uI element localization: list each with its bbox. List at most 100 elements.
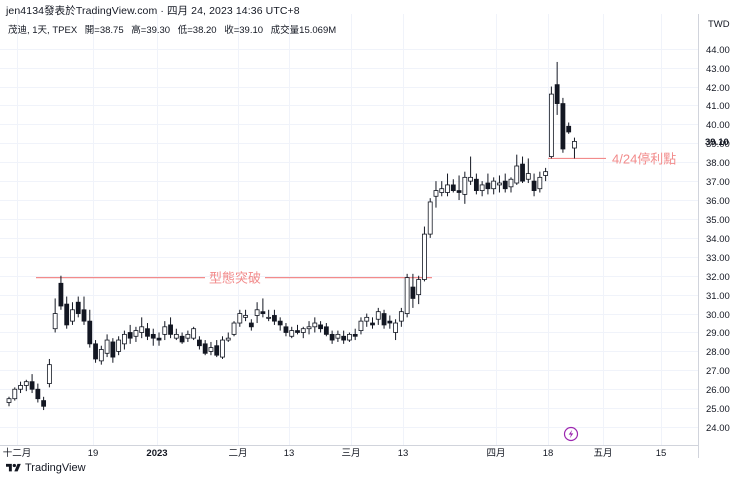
candle-up [433,190,439,197]
candle-down [450,184,456,191]
publish-header: jen4134發表於TradingView.com · 四月 24, 2023 … [6,5,300,17]
price-tick-label: 28.00 [706,347,730,358]
candle-up [548,93,554,157]
candle-down [35,388,41,400]
candle-up [335,333,341,339]
candle-up [468,176,474,182]
candle-up [398,311,404,322]
candle-up [312,322,318,328]
candle-down [93,343,98,360]
price-tick-label: 34.00 [706,234,730,245]
candle-up [537,176,543,190]
price-tick-label: 33.00 [706,253,730,264]
candle-up [439,188,445,193]
candle-down [110,341,116,358]
candle-up [375,311,381,320]
candle-up [543,171,549,176]
legend-symbol[interactable]: 茂迪, 1天, TPEX [8,25,78,36]
candle-down [341,335,347,341]
grid [0,14,698,445]
candle-down [156,337,162,341]
annotations: 型態突破 4/24停利點 [36,151,676,286]
candle-down [127,332,133,339]
candle-down [323,326,329,335]
ohlc-legend: 茂迪, 1天, TPEX 開=38.75 高=39.30 低=38.20 收=3… [8,22,341,36]
candle-up [23,381,29,386]
candle-up [162,326,168,335]
candle-down [272,315,277,322]
price-axis[interactable]: 24.00 25.00 26.00 27.00 28.00 29.00 30.00 31.00… [706,45,730,434]
candle-up [572,141,577,149]
candle-up [393,322,398,333]
candle-down [554,84,560,104]
candle-up [491,180,497,190]
candle-up [306,326,312,330]
time-tick-label: 18 [543,448,554,459]
breakout-label: 型態突破 [209,271,261,286]
candle-down [75,301,81,314]
time-tick-label: 2023 [146,448,167,459]
candle-down [329,333,335,341]
candle-up [254,309,260,316]
candle-up [139,326,145,333]
price-tick-label: 42.00 [706,83,730,94]
candle-up [508,178,514,188]
candle-down [318,324,323,330]
candle-down [295,330,300,333]
price-tick-label: 40.00 [706,120,730,131]
candle-down [81,309,87,322]
candle-up [133,330,139,337]
last-price-label: 39.10 [705,137,729,148]
candle-up [289,330,295,337]
candle-up [364,316,370,322]
candle-up [422,233,427,280]
candle-up [347,333,352,341]
candle-up [12,388,18,400]
time-tick-label: 19 [88,448,99,459]
candle-down [87,320,93,345]
candle-up [358,320,364,331]
candle-up [98,349,104,362]
time-tick-label: 二月 [228,448,247,459]
candle-down [197,339,202,347]
price-tick-label: 37.00 [706,177,730,188]
candles [6,61,577,411]
price-tick-label: 31.00 [706,291,730,302]
candle-up [6,398,12,403]
currency-label: TWD [708,19,730,30]
candle-down [260,311,266,314]
candle-down [202,343,208,354]
lightning-icon[interactable] [563,426,579,442]
time-tick-label: 三月 [341,448,360,459]
candle-up [104,339,110,354]
candle-up [525,173,531,180]
candle-down [560,103,566,150]
candle-up [220,339,225,358]
candle-up [427,201,433,235]
candle-down [248,322,254,328]
candle-down [456,190,462,193]
candle-down [283,326,289,333]
candle-down [531,180,537,191]
legend-open: 開=38.75 [84,25,124,36]
candle-up [70,309,75,322]
price-tick-label: 41.00 [706,101,730,112]
candle-up [116,339,122,352]
candle-down [352,333,358,337]
candle-down [381,313,387,326]
candle-down [473,178,479,191]
time-axis[interactable]: 十二月 19 2023 二月 13 三月 13 四月 18 五月 15 [3,447,667,459]
candle-down [502,180,508,190]
price-tick-label: 30.00 [706,310,730,321]
price-tick-label: 32.00 [706,272,730,283]
candle-down [370,322,375,326]
candle-down [410,286,416,299]
tradingview-brand[interactable]: TradingView [6,462,86,474]
legend-low: 低=38.20 [177,25,217,36]
candle-down [41,400,47,407]
candle-up [497,182,502,186]
candle-up [185,333,191,339]
time-tick-label: 15 [656,448,667,459]
